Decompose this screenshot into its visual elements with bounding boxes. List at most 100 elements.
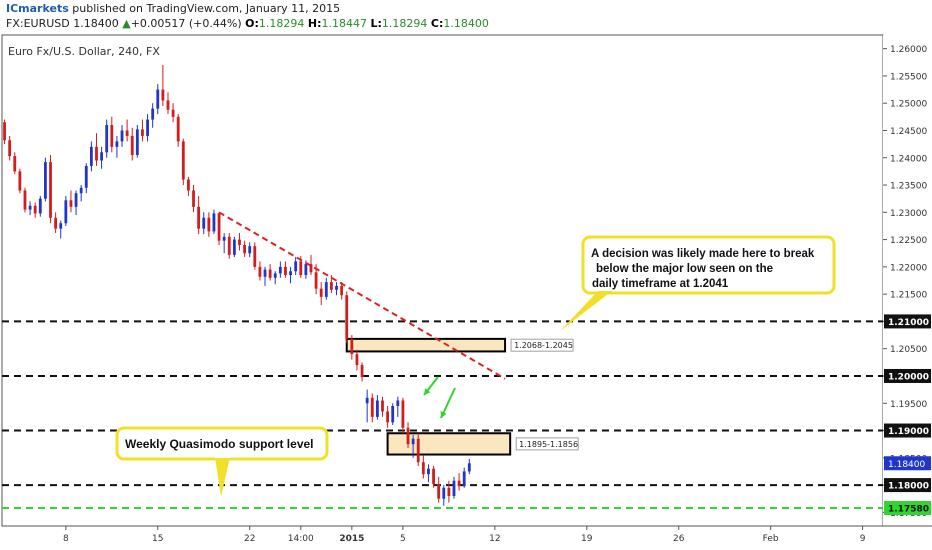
candle-body [370,397,374,417]
zone-label-box [515,437,579,451]
level-label-bg [884,423,931,438]
candle-body [89,146,93,166]
candle-body [207,217,211,232]
level-label-bg [884,500,931,515]
candle-body [59,223,63,229]
green-arrow-head [440,411,447,418]
candle-body [141,129,144,136]
candle-body [243,245,246,254]
symbol: FX:EURUSD [6,17,70,30]
x-tick-label: 8 [63,534,69,544]
candle-body [340,285,344,296]
candle-body [355,354,359,366]
candle-body [238,239,241,246]
published-text: published on TradingView.com, January 11… [72,2,341,15]
y-tick-label: 1.23000 [890,209,927,219]
open-value: 1.18294 [258,17,305,30]
candle-body [125,130,129,136]
candle-body [192,190,195,207]
candle-body [391,405,395,423]
candle-body [411,438,415,445]
candle-body [350,338,354,355]
candle-body [462,471,466,487]
callout-top-pointer [560,291,612,331]
candle-body [110,125,114,147]
callout-bottom-pointer-mask [215,454,230,458]
callout-top-box [581,235,836,295]
publisher-name[interactable]: ICmarkets [6,2,69,15]
candle-body [324,282,328,297]
candle-body [95,146,98,161]
candle-body [319,288,323,297]
candle-body [406,427,410,445]
candle-body [44,162,47,199]
y-tick-label: 1.19500 [890,400,927,410]
candle-body [69,200,73,207]
candle-body [105,125,109,153]
candle-body [3,122,6,141]
y-tick-label: 1.26000 [890,45,927,55]
callout-top-line: A decision was likely made here to break [591,248,815,260]
publish-line: ICmarkets published on TradingView.com, … [6,2,340,15]
candle-body [54,217,58,229]
last-price: 1.18400 [73,17,119,30]
candle-body [18,171,22,191]
close-label: C: [430,17,444,30]
x-tick-label: Feb [763,534,779,544]
candle-body [396,400,400,406]
candle-body [151,108,155,120]
candle-body [299,261,303,276]
candle-body [227,236,231,255]
candle-body [427,468,430,475]
candle-body [263,269,267,277]
y-tick-label: 1.25500 [890,72,927,82]
low-label: L: [370,17,382,30]
candle-body [202,217,206,229]
callout-bottom-text: Weekly Quasimodo support level [125,437,314,451]
candle-body [248,246,252,254]
candle-body [309,264,313,273]
x-tick-label: 9 [860,534,866,544]
candle-body [258,266,262,277]
candle-body [304,264,308,276]
candle-body [176,116,180,142]
candle-body [381,400,384,412]
candle-body [416,438,420,463]
candle-body [166,100,170,110]
candle-body [161,89,165,101]
candle-body [217,213,221,241]
candle-body [33,205,37,214]
candle-body [401,400,405,428]
candle-body [278,266,282,274]
candle-body [294,261,298,272]
open-label: O: [245,17,259,30]
y-tick-label: 1.22500 [890,236,927,246]
candle-body [130,135,134,156]
x-tick-label: 19 [581,534,593,544]
y-tick-label: 1.20500 [890,345,927,355]
y-tick-label: 1.23500 [890,182,927,192]
candle-body [253,246,257,267]
level-label-bg [884,368,931,383]
x-tick-label: 5 [400,534,406,544]
candle-body [146,119,149,136]
up-arrow-icon: ▲ [122,17,131,30]
downtrend-line [218,211,506,380]
callout-top-line: daily timeframe at 1.2041 [592,278,729,290]
candle-body [447,487,451,496]
candle-body [467,463,471,472]
candle-body [421,462,425,475]
candle-body [437,483,441,499]
candle-body [375,400,379,417]
ohlc-line: FX:EURUSD 1.18400 ▲+0.00517 (+0.44%) O:1… [6,17,489,30]
candle-body [74,193,78,207]
candle-body [64,200,68,224]
supply-zone [345,337,507,353]
candle-body [120,130,124,142]
chart-title: Euro Fx/U.S. Dollar, 240, FX [8,45,160,58]
candle-body [314,272,318,289]
candle-body [100,152,103,161]
x-tick-label: 26 [673,534,685,544]
candle-body [8,140,12,157]
